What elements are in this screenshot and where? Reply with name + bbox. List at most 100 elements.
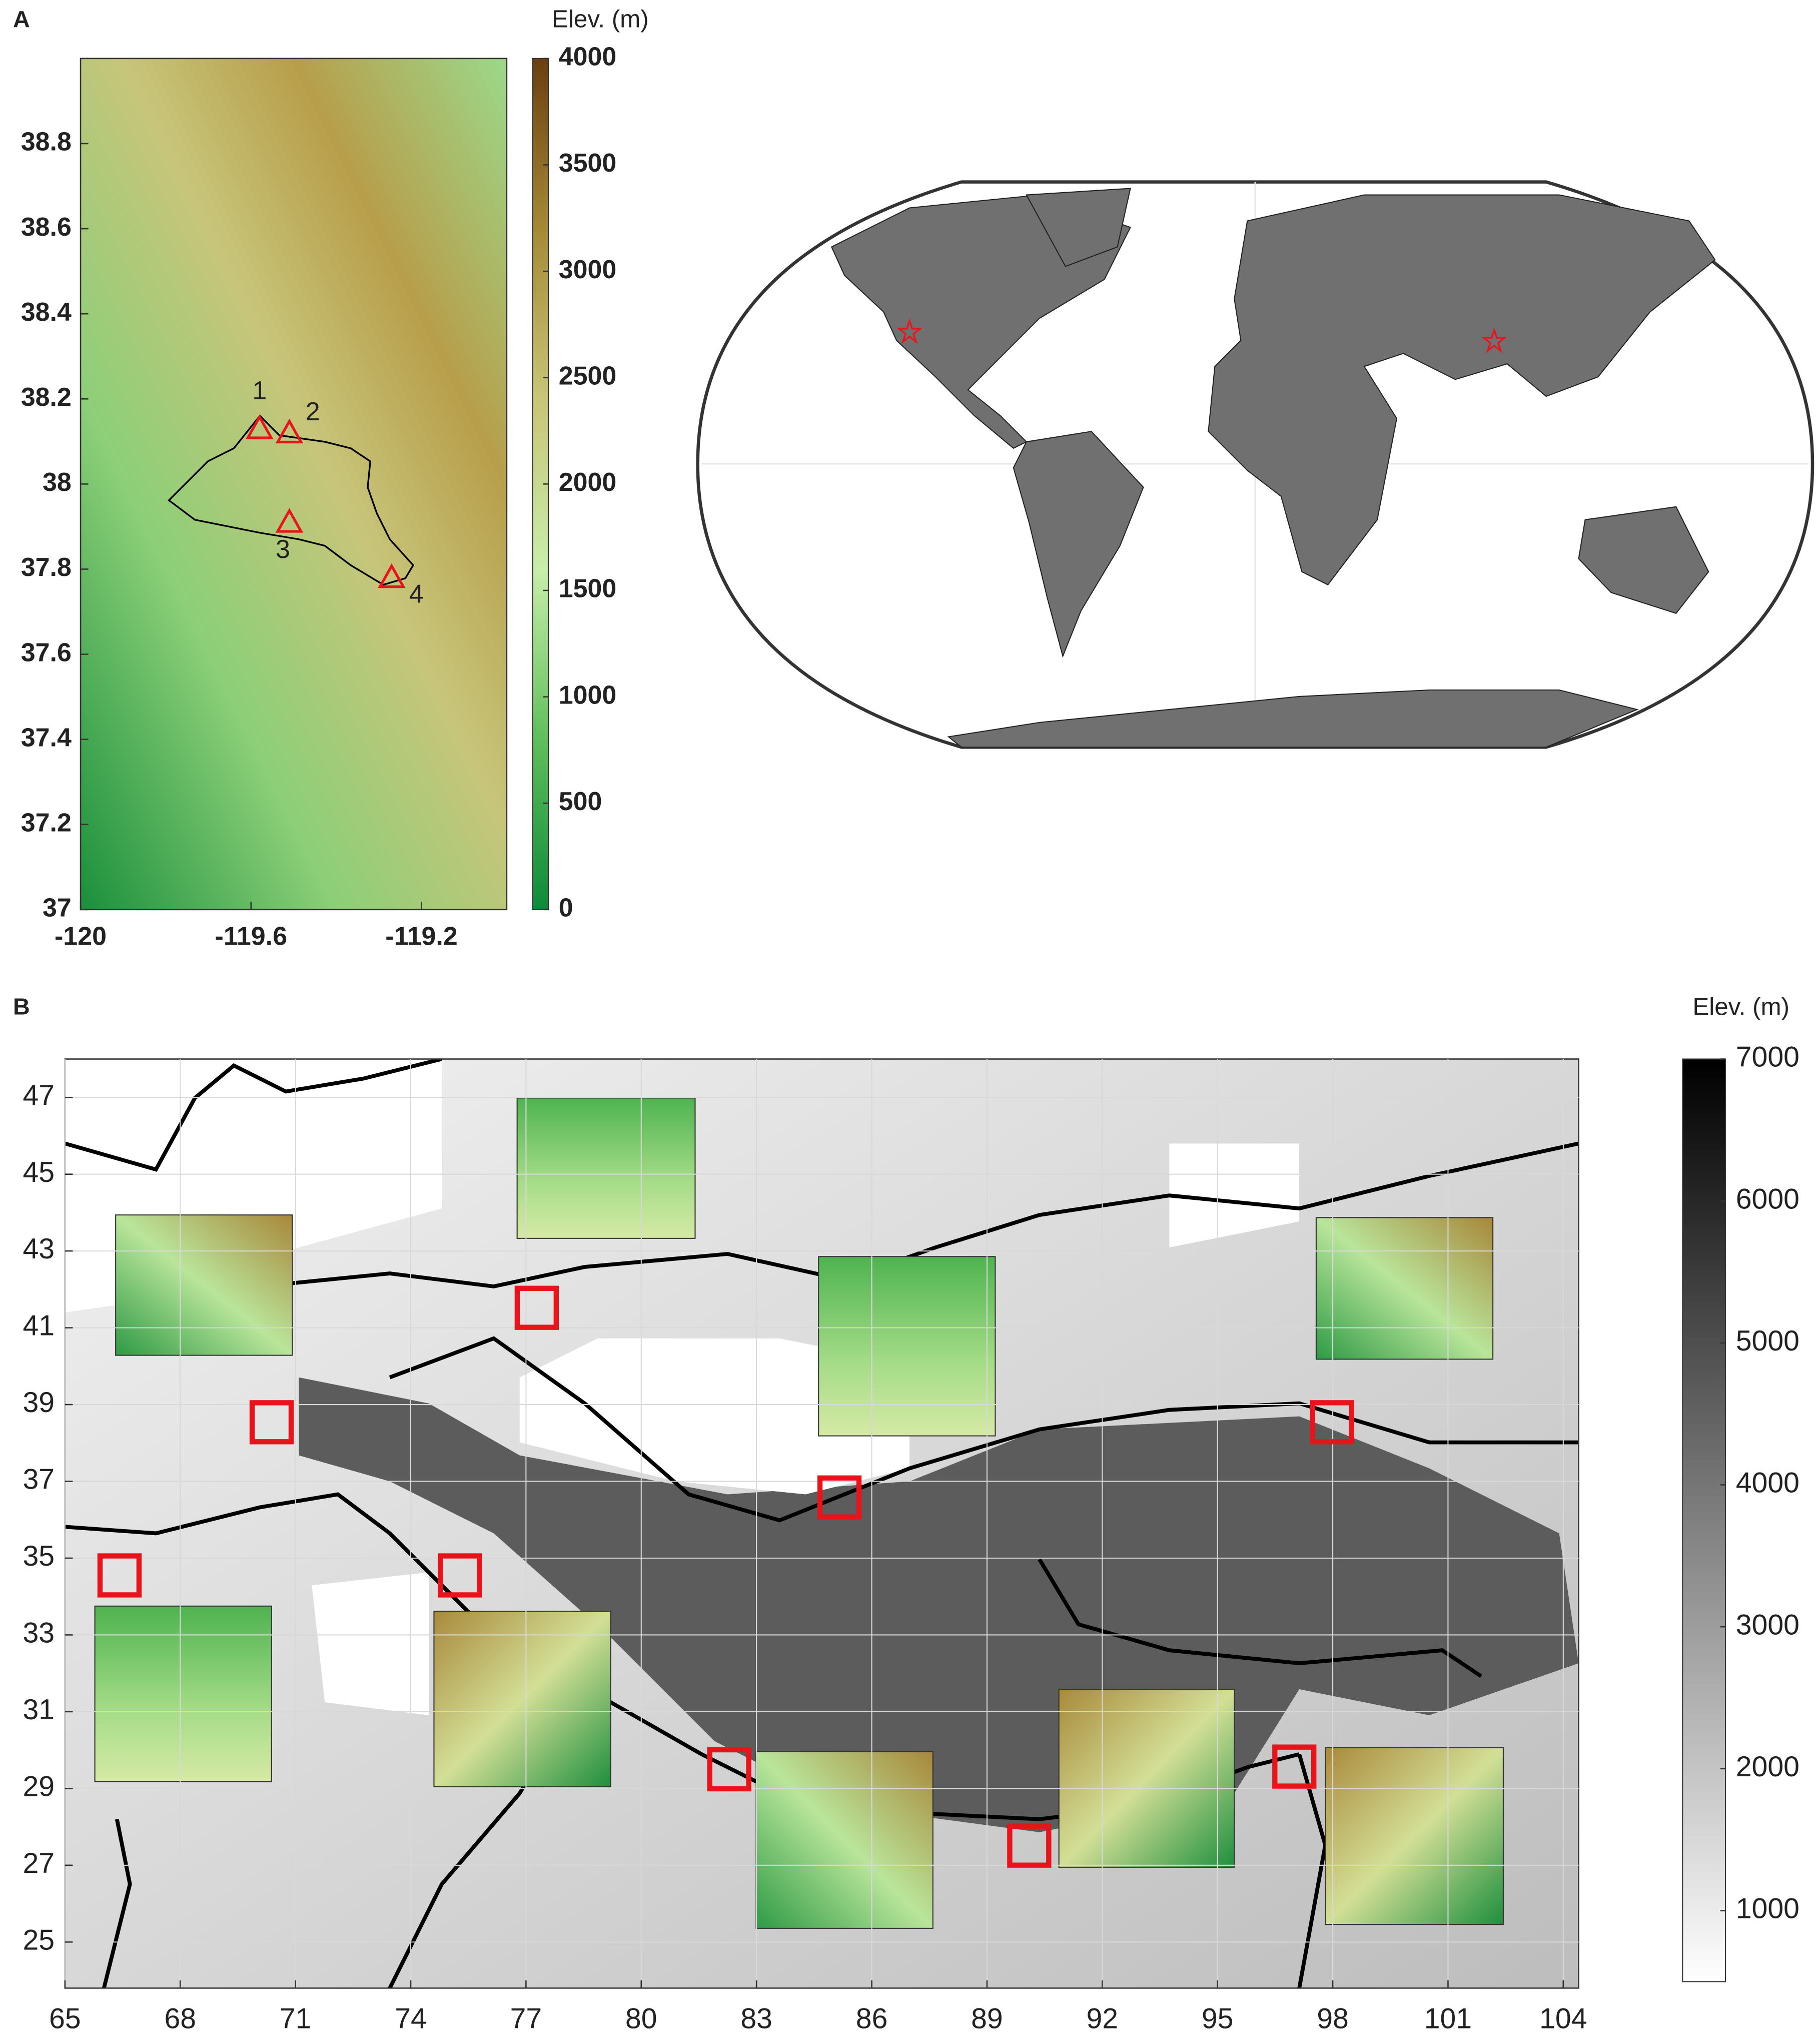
y-tick-label: 27 bbox=[23, 1847, 55, 1879]
site-marker bbox=[1007, 1823, 1052, 1868]
y-tick-label: 37.6 bbox=[21, 638, 72, 667]
x-tick-label: 86 bbox=[856, 2002, 888, 2034]
location-star bbox=[1481, 327, 1507, 354]
colorbar-tick-label: 3000 bbox=[559, 255, 617, 284]
x-tick-label: 101 bbox=[1424, 2002, 1472, 2034]
inset-map bbox=[818, 1256, 996, 1437]
site-marker bbox=[97, 1553, 142, 1598]
site-marker bbox=[514, 1285, 559, 1330]
y-tick-label: 37.4 bbox=[21, 723, 72, 752]
y-tick-label: 29 bbox=[23, 1770, 55, 1802]
border bbox=[389, 1336, 1579, 1523]
no-data bbox=[312, 1572, 429, 1715]
y-tick-label: 39 bbox=[23, 1387, 55, 1419]
colorbar-tick-label: 1000 bbox=[559, 680, 617, 710]
x-tick-label: 80 bbox=[625, 2002, 657, 2034]
location-star bbox=[896, 318, 923, 344]
continent bbox=[1208, 194, 1716, 585]
colorbar-tick-label: 4000 bbox=[559, 43, 617, 72]
site-marker bbox=[1310, 1400, 1354, 1445]
y-tick-label: 37 bbox=[43, 894, 72, 923]
border bbox=[102, 1818, 132, 1988]
y-tick-label: 25 bbox=[23, 1924, 55, 1956]
colorbar-tick-label: 3500 bbox=[559, 149, 617, 178]
x-tick-label: -120 bbox=[55, 922, 107, 951]
colorbar-tick-label: 1500 bbox=[559, 574, 617, 603]
continent bbox=[1578, 506, 1709, 614]
y-tick-label: 41 bbox=[23, 1310, 55, 1342]
site-label: 1 bbox=[252, 376, 267, 405]
x-tick-label: -119.6 bbox=[215, 922, 287, 951]
y-tick-label: 35 bbox=[23, 1540, 55, 1572]
y-tick-label: 38.2 bbox=[21, 383, 72, 412]
border bbox=[1038, 1558, 1482, 1678]
colorbar-tick-label: 2500 bbox=[559, 361, 617, 390]
colorbar-tick-label: 6000 bbox=[1736, 1183, 1799, 1215]
panel-label: B bbox=[13, 994, 30, 1020]
site-label: 2 bbox=[306, 397, 320, 426]
colorbar-tick-label: 7000 bbox=[1736, 1041, 1799, 1073]
inset-map bbox=[1325, 1747, 1504, 1925]
x-tick-label: 98 bbox=[1317, 2002, 1349, 2034]
y-tick-label: 38.6 bbox=[21, 213, 72, 242]
site-marker bbox=[817, 1475, 862, 1520]
terrain bbox=[81, 58, 507, 910]
site-marker bbox=[1272, 1744, 1317, 1789]
colorbar-tick-label: 2000 bbox=[1736, 1751, 1799, 1783]
site-marker bbox=[249, 1400, 294, 1445]
no-data bbox=[1169, 1143, 1300, 1248]
inset-map bbox=[516, 1097, 696, 1239]
plateau bbox=[299, 1377, 1579, 1832]
y-tick-label: 43 bbox=[23, 1233, 55, 1265]
world-map bbox=[696, 180, 1814, 749]
terrain-b bbox=[65, 1059, 1579, 1988]
site-label: 3 bbox=[276, 535, 290, 564]
y-tick-label: 37.8 bbox=[21, 553, 72, 582]
colorbar-title: Elev. (m) bbox=[552, 6, 649, 33]
site-marker bbox=[438, 1553, 482, 1598]
inset-map bbox=[1058, 1688, 1235, 1868]
inset-map bbox=[94, 1605, 272, 1782]
colorbar-tick-label: 4000 bbox=[1736, 1467, 1799, 1499]
y-tick-label: 38.8 bbox=[21, 128, 72, 157]
watershed-outline bbox=[168, 414, 414, 586]
colorbar-tick-label: 0 bbox=[559, 894, 573, 923]
y-tick-label: 38.4 bbox=[21, 298, 72, 327]
x-tick-label: 68 bbox=[164, 2002, 196, 2034]
x-tick-label: 89 bbox=[971, 2002, 1003, 2034]
continent bbox=[1013, 431, 1144, 658]
x-tick-label: 77 bbox=[510, 2002, 542, 2034]
colorbar bbox=[1682, 1058, 1726, 1982]
site-marker bbox=[245, 414, 274, 439]
x-tick-label: 92 bbox=[1087, 2002, 1119, 2034]
inset-map bbox=[115, 1214, 293, 1356]
y-tick-label: 33 bbox=[23, 1617, 55, 1649]
inset-map bbox=[1315, 1217, 1494, 1360]
x-tick-label: 95 bbox=[1202, 2002, 1234, 2034]
y-tick-label: 37 bbox=[23, 1464, 55, 1496]
site-marker bbox=[707, 1747, 751, 1792]
colorbar-tick-label: 2000 bbox=[559, 468, 617, 497]
x-tick-label: -119.2 bbox=[385, 922, 457, 951]
x-tick-label: 104 bbox=[1539, 2002, 1587, 2034]
y-tick-label: 37.2 bbox=[21, 808, 72, 837]
colorbar-tick-label: 5000 bbox=[1736, 1325, 1799, 1357]
site-marker bbox=[378, 563, 406, 588]
y-tick-label: 45 bbox=[23, 1156, 55, 1188]
site-marker bbox=[275, 418, 304, 444]
continent bbox=[947, 689, 1639, 748]
colorbar-tick-label: 500 bbox=[559, 787, 602, 816]
site-marker bbox=[275, 508, 304, 533]
inset-map bbox=[755, 1751, 934, 1929]
border bbox=[65, 1059, 442, 1172]
colorbar-tick-label: 1000 bbox=[1736, 1893, 1799, 1925]
panel-label: A bbox=[13, 6, 30, 32]
continent bbox=[1026, 188, 1131, 267]
x-tick-label: 83 bbox=[740, 2002, 772, 2034]
y-tick-label: 31 bbox=[23, 1694, 55, 1726]
colorbar-title: Elev. (m) bbox=[1692, 993, 1789, 1020]
x-tick-label: 65 bbox=[49, 2002, 81, 2034]
x-tick-label: 74 bbox=[395, 2002, 427, 2034]
y-tick-label: 47 bbox=[23, 1079, 55, 1111]
